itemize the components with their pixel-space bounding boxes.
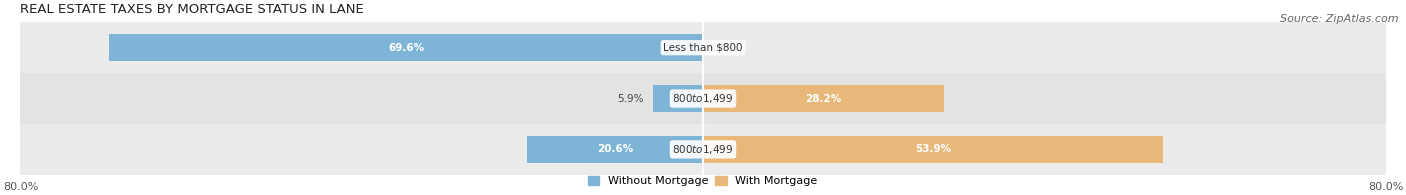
Text: REAL ESTATE TAXES BY MORTGAGE STATUS IN LANE: REAL ESTATE TAXES BY MORTGAGE STATUS IN … (21, 3, 364, 16)
Bar (527, 136, 703, 163)
Text: 0.0%: 0.0% (711, 43, 738, 53)
Bar (703, 85, 943, 112)
Bar (21, 22, 1385, 73)
Text: Source: ZipAtlas.com: Source: ZipAtlas.com (1281, 14, 1399, 24)
Text: 53.9%: 53.9% (915, 144, 950, 154)
Text: 28.2%: 28.2% (806, 94, 841, 104)
Text: Less than $800: Less than $800 (664, 43, 742, 53)
Text: 5.9%: 5.9% (617, 94, 644, 104)
Text: 20.6%: 20.6% (598, 144, 633, 154)
Bar (21, 124, 1385, 175)
Bar (110, 35, 703, 61)
Legend: Without Mortgage, With Mortgage: Without Mortgage, With Mortgage (583, 172, 823, 191)
Bar (703, 136, 1163, 163)
Text: $800 to $1,499: $800 to $1,499 (672, 143, 734, 156)
Bar (21, 73, 1385, 124)
Text: 69.6%: 69.6% (388, 43, 425, 53)
Bar (652, 85, 703, 112)
Text: $800 to $1,499: $800 to $1,499 (672, 92, 734, 105)
